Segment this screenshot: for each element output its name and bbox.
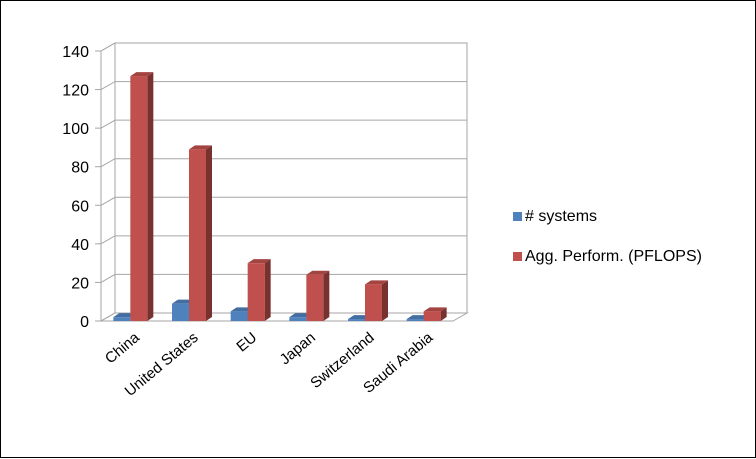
bar-side <box>440 307 447 321</box>
legend-swatch-systems <box>513 212 522 221</box>
y-tick-label: 0 <box>80 314 89 331</box>
bar-top <box>365 280 388 285</box>
side-wall <box>100 42 116 322</box>
y-tick-label: 60 <box>71 198 89 215</box>
bar-front <box>247 263 265 321</box>
bar-performance-saudi-arabia <box>423 307 447 321</box>
x-category-label: Japan <box>277 329 319 368</box>
gridline <box>100 158 467 168</box>
bar-front <box>113 317 131 321</box>
bar-front <box>289 317 307 321</box>
bar-front <box>348 319 365 321</box>
bar-front <box>365 284 382 321</box>
gridline <box>100 119 467 129</box>
legend-swatch-performance <box>513 252 522 261</box>
y-tick-label: 120 <box>62 83 89 100</box>
bar-top <box>247 259 271 264</box>
bar-side <box>382 280 388 321</box>
bar-performance-china <box>130 72 154 321</box>
bar-performance-eu <box>247 259 271 321</box>
bar-side <box>323 270 330 321</box>
bar-front <box>230 311 248 321</box>
bar-front <box>130 76 148 321</box>
bar-top <box>423 307 447 312</box>
bar-performance-united-states <box>189 145 212 321</box>
bar-side <box>264 259 271 321</box>
bar-top <box>130 72 154 77</box>
bar-front <box>172 303 189 321</box>
back-wall <box>114 42 468 314</box>
bar-top <box>189 145 212 150</box>
bar-performance-switzerland <box>365 280 388 321</box>
x-category-label: China <box>102 329 143 368</box>
bar-side <box>206 145 212 321</box>
gridline <box>100 312 467 322</box>
gridline <box>100 196 467 206</box>
gridline <box>100 81 467 91</box>
y-tick-label: 40 <box>71 237 89 254</box>
gridline <box>100 42 467 52</box>
bar-performance-japan <box>306 270 330 321</box>
y-tick-label: 80 <box>71 160 89 177</box>
bar-top <box>306 270 330 275</box>
legend-label-performance: Agg. Perform. (PFLOPS) <box>525 248 702 265</box>
gridline <box>100 273 467 283</box>
x-category-label: EU <box>233 329 260 355</box>
bar-front <box>306 274 324 321</box>
bar-front <box>189 149 206 321</box>
legend-label-systems: # systems <box>525 208 597 225</box>
bar-front <box>423 311 441 321</box>
y-tick-label: 100 <box>62 121 89 138</box>
gridline <box>100 235 467 245</box>
y-tick-label: 20 <box>71 275 89 292</box>
bar-side <box>147 72 154 321</box>
y-tick-label: 140 <box>62 44 89 61</box>
bar-front <box>406 319 424 321</box>
